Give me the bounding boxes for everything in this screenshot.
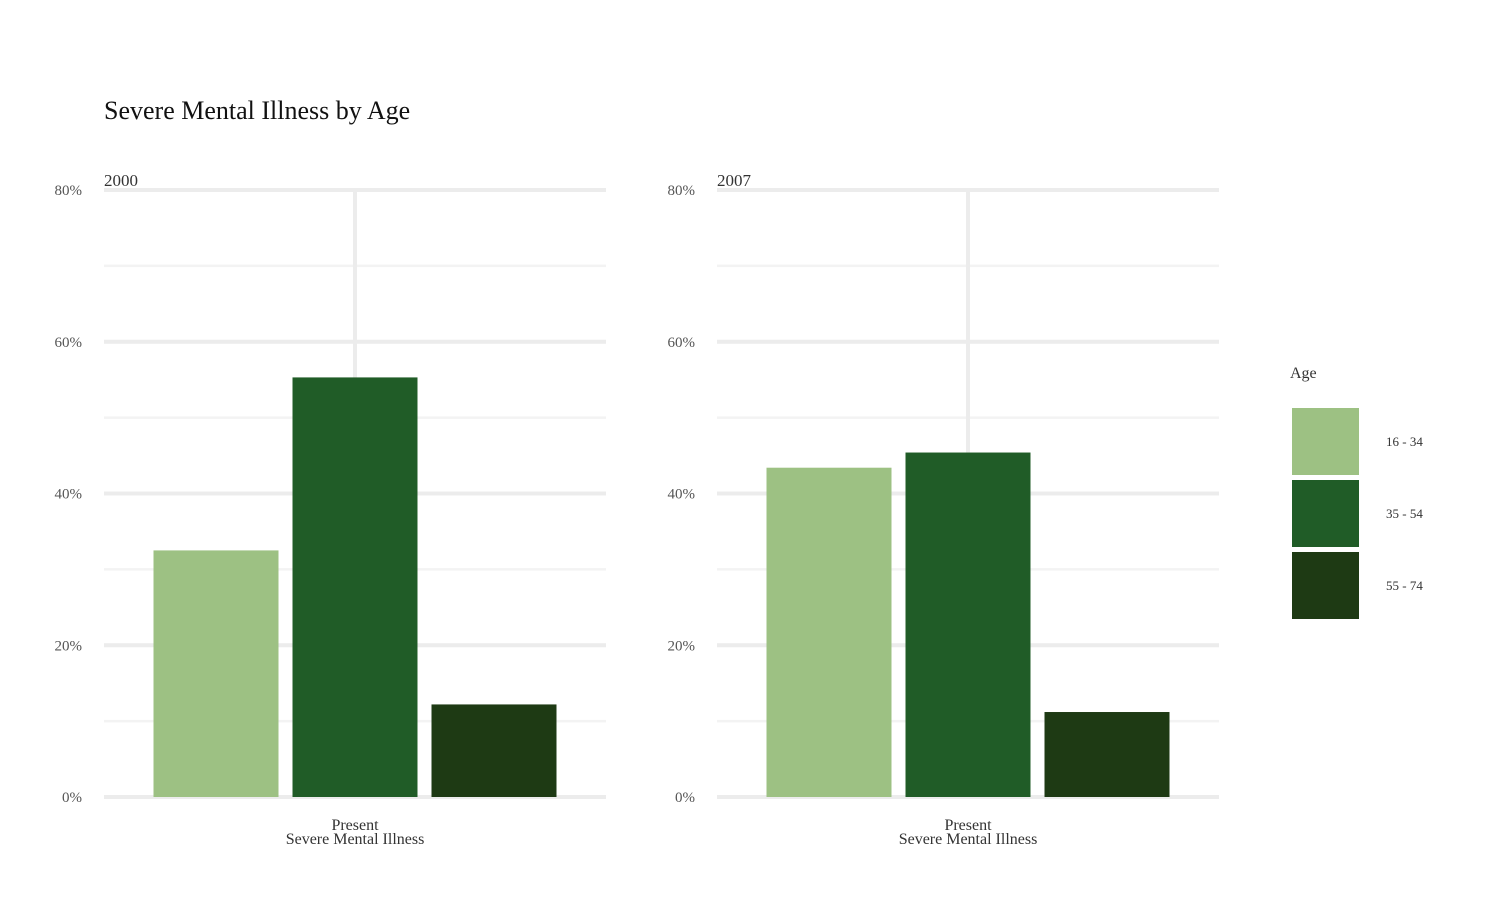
legend-label: 55 - 74	[1386, 578, 1423, 593]
y-tick-label: 40%	[55, 487, 83, 503]
bar-2000-16-34	[153, 550, 279, 797]
chart-title: Severe Mental Illness by Age	[104, 96, 410, 125]
y-tick-label: 60%	[668, 335, 696, 351]
y-tick-label: 40%	[668, 487, 696, 503]
legend-swatch	[1292, 408, 1359, 475]
x-tick-label: Present	[944, 817, 992, 834]
bar-2000-55-74	[431, 704, 557, 797]
facet-label: 2000	[104, 171, 138, 190]
y-tick-label: 0%	[62, 790, 82, 806]
legend: Age 16 - 34 35 - 54 55 - 74	[1290, 365, 1423, 619]
y-tick-label: 20%	[668, 638, 696, 654]
legend-title: Age	[1290, 365, 1317, 382]
x-axis-title: Severe Mental Illness	[286, 831, 425, 848]
y-tick-label: 20%	[55, 638, 83, 654]
bar-2007-16-34	[766, 467, 892, 797]
legend-swatch	[1292, 480, 1359, 547]
bar-2007-55-74	[1044, 712, 1170, 797]
x-tick-label: Present	[331, 817, 379, 834]
bar-2007-35-54	[905, 452, 1031, 797]
y-tick-label: 80%	[668, 183, 696, 199]
y-tick-label: 60%	[55, 335, 83, 351]
legend-label: 16 - 34	[1386, 434, 1423, 449]
bar-2000-35-54	[292, 377, 418, 797]
x-axis-title: Severe Mental Illness	[899, 831, 1038, 848]
facet-label: 2007	[717, 171, 752, 190]
y-tick-label: 0%	[675, 790, 695, 806]
legend-label: 35 - 54	[1386, 506, 1423, 521]
y-tick-label: 80%	[55, 183, 83, 199]
legend-swatch	[1292, 552, 1359, 619]
